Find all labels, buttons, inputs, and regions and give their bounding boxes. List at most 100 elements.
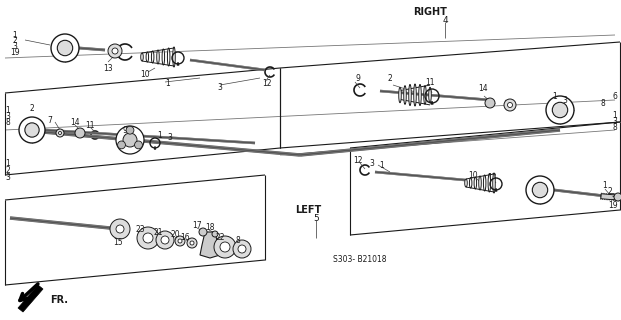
Circle shape xyxy=(126,126,134,134)
Text: 1: 1 xyxy=(6,106,11,115)
Circle shape xyxy=(108,44,122,58)
Circle shape xyxy=(110,219,130,239)
Text: 2: 2 xyxy=(30,103,34,113)
Circle shape xyxy=(116,126,144,154)
Circle shape xyxy=(56,129,64,137)
Ellipse shape xyxy=(414,84,416,106)
Ellipse shape xyxy=(469,178,472,188)
Text: 2: 2 xyxy=(12,36,17,44)
Circle shape xyxy=(51,34,79,62)
Circle shape xyxy=(233,240,251,258)
Ellipse shape xyxy=(488,174,491,192)
Polygon shape xyxy=(18,285,43,312)
Text: 1: 1 xyxy=(553,92,558,100)
Circle shape xyxy=(485,98,495,108)
Text: 11: 11 xyxy=(425,77,435,86)
Text: 8: 8 xyxy=(601,99,605,108)
Ellipse shape xyxy=(156,50,159,64)
Circle shape xyxy=(156,231,174,249)
Ellipse shape xyxy=(474,177,476,189)
Text: 8: 8 xyxy=(613,123,617,132)
Text: FR.: FR. xyxy=(50,295,68,305)
Text: 1: 1 xyxy=(12,30,17,39)
Text: 6: 6 xyxy=(612,92,617,100)
Text: 3: 3 xyxy=(563,95,568,105)
Circle shape xyxy=(532,182,548,198)
Text: 9: 9 xyxy=(356,74,360,83)
Text: 20: 20 xyxy=(170,229,180,238)
Ellipse shape xyxy=(483,175,486,191)
Ellipse shape xyxy=(428,87,431,103)
Ellipse shape xyxy=(404,86,406,104)
Text: 23: 23 xyxy=(135,225,145,234)
Text: 22: 22 xyxy=(215,233,225,242)
Polygon shape xyxy=(601,194,619,200)
Text: 7: 7 xyxy=(48,116,52,124)
Text: 9: 9 xyxy=(122,125,127,134)
Circle shape xyxy=(116,225,124,233)
Circle shape xyxy=(135,141,142,149)
Text: 12: 12 xyxy=(353,156,363,164)
Text: 3: 3 xyxy=(369,158,374,167)
Text: 15: 15 xyxy=(113,237,123,246)
Ellipse shape xyxy=(492,173,496,193)
Circle shape xyxy=(137,227,159,249)
Ellipse shape xyxy=(409,84,411,106)
Circle shape xyxy=(614,193,621,201)
Circle shape xyxy=(187,238,197,248)
Text: 3: 3 xyxy=(6,172,11,181)
Text: 3: 3 xyxy=(12,42,17,51)
Circle shape xyxy=(161,236,169,244)
Text: S303- B21018: S303- B21018 xyxy=(333,255,387,265)
Circle shape xyxy=(552,102,568,118)
Circle shape xyxy=(526,176,554,204)
Circle shape xyxy=(238,245,246,253)
Text: RIGHT: RIGHT xyxy=(413,7,447,17)
Circle shape xyxy=(190,241,194,245)
Text: 1: 1 xyxy=(613,110,617,119)
Text: 1: 1 xyxy=(602,180,607,189)
Text: 14: 14 xyxy=(70,117,80,126)
Circle shape xyxy=(220,242,230,252)
Text: 12: 12 xyxy=(262,78,272,87)
Text: 4: 4 xyxy=(442,15,448,25)
Text: 14: 14 xyxy=(478,84,488,92)
Text: 3: 3 xyxy=(6,111,11,121)
Circle shape xyxy=(25,123,39,137)
Text: 3: 3 xyxy=(610,193,615,202)
Text: 19: 19 xyxy=(10,47,20,57)
Circle shape xyxy=(75,128,85,138)
Circle shape xyxy=(175,236,185,246)
Ellipse shape xyxy=(146,52,148,62)
Circle shape xyxy=(546,96,574,124)
Ellipse shape xyxy=(479,176,481,190)
Circle shape xyxy=(19,117,45,143)
Text: 3: 3 xyxy=(612,116,617,125)
Text: 11: 11 xyxy=(85,121,95,130)
Ellipse shape xyxy=(424,86,426,104)
Polygon shape xyxy=(200,232,220,258)
Text: 10: 10 xyxy=(468,171,478,180)
Text: LEFT: LEFT xyxy=(295,205,321,215)
Text: 16: 16 xyxy=(180,233,190,242)
Circle shape xyxy=(504,99,516,111)
Text: 2: 2 xyxy=(6,165,11,174)
Ellipse shape xyxy=(419,84,421,106)
Text: 1: 1 xyxy=(379,161,384,170)
Text: 18: 18 xyxy=(206,222,215,231)
Text: 13: 13 xyxy=(103,63,113,73)
Circle shape xyxy=(178,239,182,243)
Ellipse shape xyxy=(152,51,154,63)
Text: 3: 3 xyxy=(168,132,173,141)
Circle shape xyxy=(143,233,153,243)
Text: 19: 19 xyxy=(608,201,618,210)
Ellipse shape xyxy=(168,48,170,66)
Text: 8: 8 xyxy=(235,236,240,244)
Circle shape xyxy=(112,48,118,54)
Circle shape xyxy=(57,40,73,56)
Text: 10: 10 xyxy=(140,69,150,78)
Text: 13: 13 xyxy=(487,172,497,181)
Circle shape xyxy=(507,102,512,108)
Text: 2: 2 xyxy=(388,74,392,83)
Text: 1: 1 xyxy=(6,158,11,167)
